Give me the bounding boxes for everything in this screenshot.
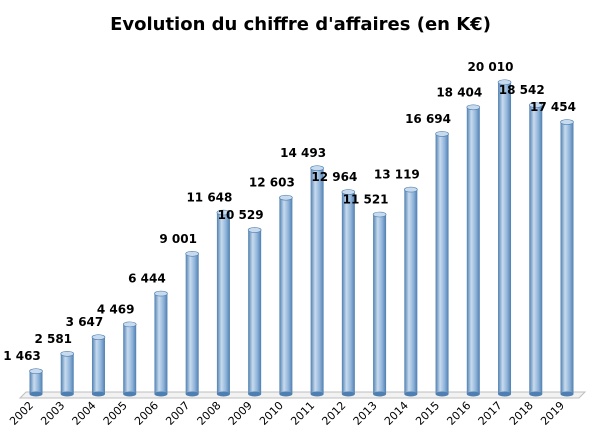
value-label-2010: 12 603 [249, 176, 295, 190]
bar-2008 [216, 209, 231, 397]
bar-2004 [91, 334, 106, 397]
tick-label-2019: 2019 [538, 399, 567, 428]
bar-2018 [528, 102, 543, 397]
tick-label-2017: 2017 [476, 399, 505, 428]
tick-label-2015: 2015 [413, 399, 442, 428]
bar-2002 [29, 368, 43, 397]
bar-2019 [560, 119, 574, 397]
tick-label-2011: 2011 [288, 399, 317, 428]
value-label-2008: 11 648 [186, 191, 232, 205]
bar-2006 [154, 290, 168, 397]
value-label-2005: 4 469 [97, 302, 135, 316]
value-label-2015: 16 694 [405, 112, 451, 126]
bar-2015 [435, 131, 449, 397]
bar-2017 [497, 79, 512, 397]
bar-2012 [341, 189, 356, 397]
tick-label-2004: 2004 [70, 399, 99, 428]
value-label-2014: 13 119 [374, 168, 420, 182]
bar-2003 [60, 350, 75, 397]
value-label-2011: 14 493 [280, 146, 326, 160]
value-label-2004: 3 647 [66, 315, 104, 329]
value-label-2019: 17 454 [530, 100, 576, 114]
tick-label-2018: 2018 [507, 399, 536, 428]
tick-label-2002: 2002 [7, 399, 36, 428]
value-label-2017: 20 010 [468, 60, 514, 74]
tick-label-2014: 2014 [382, 399, 411, 428]
value-label-2012: 12 964 [311, 170, 357, 184]
value-label-2002: 1 463 [3, 349, 41, 363]
value-label-2007: 9 001 [159, 232, 197, 246]
bar-2009 [247, 227, 262, 397]
bar-2010 [279, 194, 293, 397]
value-label-2009: 10 529 [218, 208, 264, 222]
tick-label-2012: 2012 [319, 399, 348, 428]
tick-label-2005: 2005 [101, 399, 130, 428]
tick-label-2016: 2016 [444, 399, 473, 428]
tick-label-2010: 2010 [257, 399, 286, 428]
bar-2007 [185, 250, 199, 397]
value-label-2006: 6 444 [128, 272, 166, 286]
tick-label-2008: 2008 [195, 399, 224, 428]
value-label-2003: 2 581 [34, 332, 72, 346]
bar-2013 [372, 211, 387, 397]
tick-label-2006: 2006 [132, 399, 161, 428]
chart-title: Evolution du chiffre d'affaires (en K€) [110, 14, 491, 35]
value-label-2016: 18 404 [436, 85, 482, 99]
value-label-2013: 11 521 [343, 193, 389, 207]
tick-label-2009: 2009 [226, 399, 255, 428]
tick-label-2013: 2013 [351, 399, 380, 428]
tick-label-2007: 2007 [163, 399, 192, 428]
value-label-2018: 18 542 [499, 83, 545, 97]
tick-label-2003: 2003 [38, 399, 67, 428]
bar-2005 [122, 321, 137, 397]
bar-2016 [466, 104, 481, 397]
bar-2014 [404, 186, 418, 397]
bar-2011 [310, 165, 324, 397]
